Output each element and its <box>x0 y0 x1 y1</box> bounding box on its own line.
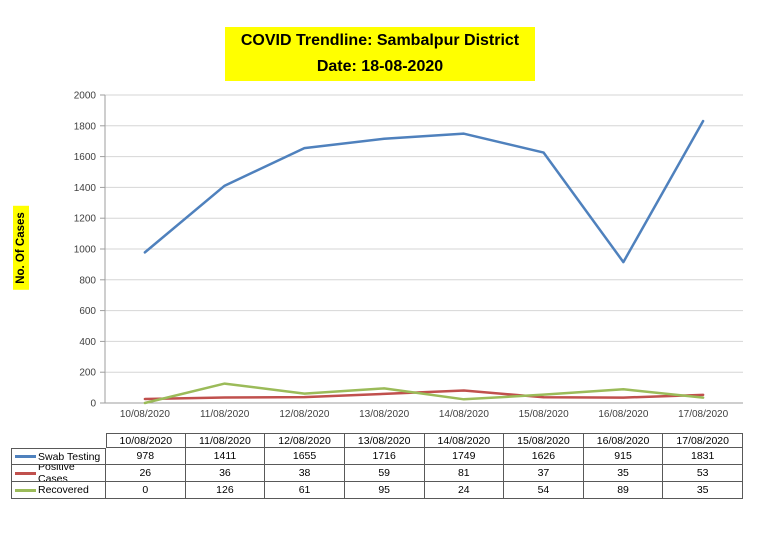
y-tick-label: 1600 <box>74 152 97 163</box>
table-value-cell: 37 <box>504 465 584 482</box>
table-value-cell: 1655 <box>265 448 345 465</box>
table-header-date-cell: 15/08/2020 <box>504 433 584 448</box>
table-value-cell: 95 <box>344 482 425 499</box>
x-tick-label: 13/08/2020 <box>359 409 409 420</box>
legend-label: Positive Cases <box>38 465 75 482</box>
chart-title-line1: COVID Trendline: Sambalpur District <box>240 32 520 49</box>
y-tick-label: 0 <box>90 399 96 410</box>
table-value-cell: 1749 <box>424 448 505 465</box>
y-tick-label: 200 <box>79 368 96 379</box>
table-header-date-cell: 16/08/2020 <box>583 433 664 448</box>
series-line-positive-cases <box>143 389 705 401</box>
table-value-cell: 35 <box>663 482 743 499</box>
x-tick-label: 11/08/2020 <box>200 409 250 420</box>
table-value-cell: 1716 <box>344 448 425 465</box>
table-value-cell: 89 <box>583 482 664 499</box>
table-header-date-cell: 11/08/2020 <box>185 433 266 448</box>
table-header-date-cell: 13/08/2020 <box>344 433 425 448</box>
table-value-cell: 53 <box>663 465 743 482</box>
x-tick-label: 12/08/2020 <box>279 409 329 420</box>
y-tick-label: 2000 <box>74 91 97 102</box>
y-tick-label: 400 <box>79 337 96 348</box>
table-value-cell: 35 <box>583 465 664 482</box>
y-tick-label: 600 <box>79 306 96 317</box>
table-header-date-cell: 10/08/2020 <box>106 433 186 448</box>
table-header-date-cell: 17/08/2020 <box>663 433 743 448</box>
table-value-cell: 36 <box>185 465 266 482</box>
table-value-cell: 1411 <box>185 448 266 465</box>
chart-data-table: 10/08/2020 11/08/2020 12/08/2020 13/08/2020… <box>11 433 743 499</box>
table-value-cell: 126 <box>185 482 266 499</box>
table-value-cell: 978 <box>106 448 186 465</box>
x-tick-label: 17/08/2020 <box>678 409 728 420</box>
x-tick-label: 15/08/2020 <box>519 409 569 420</box>
legend-label: Recovered <box>38 484 89 496</box>
legend-item-recovered: Recovered <box>11 482 106 499</box>
table-value-cell: 24 <box>424 482 505 499</box>
table-value-cell: 915 <box>583 448 664 465</box>
y-tick-label: 800 <box>79 275 96 286</box>
x-tick-label: 10/08/2020 <box>120 409 170 420</box>
table-value-cell: 1626 <box>504 448 584 465</box>
table-value-cell: 26 <box>106 465 186 482</box>
series-line-recovered <box>143 382 705 405</box>
legend-line-icon <box>15 471 36 475</box>
legend-item-swab-testing: Swab Testing <box>11 448 106 465</box>
legend-label: Swab Testing <box>38 450 101 463</box>
y-tick-label: 1400 <box>74 183 97 194</box>
y-tick-label: 1200 <box>74 214 97 225</box>
table-corner-cell <box>11 433 106 448</box>
table-value-cell: 38 <box>265 465 345 482</box>
series-line-swab-testing <box>143 119 705 264</box>
legend-line-icon <box>15 455 36 458</box>
table-header-date-cell: 14/08/2020 <box>424 433 505 448</box>
legend-line-icon <box>15 488 36 492</box>
table-value-cell: 0 <box>106 482 186 499</box>
table-value-cell: 61 <box>265 482 345 499</box>
x-tick-label: 14/08/2020 <box>439 409 489 420</box>
chart-title-line2: Date: 18-08-2020 <box>316 58 444 75</box>
y-tick-label: 1000 <box>74 245 97 256</box>
x-tick-label: 16/08/2020 <box>598 409 648 420</box>
chart-title-box: COVID Trendline: Sambalpur District Date… <box>225 27 535 81</box>
table-value-cell: 59 <box>344 465 425 482</box>
y-tick-label: 1800 <box>74 121 97 132</box>
legend-item-positive-cases: Positive Cases <box>11 465 106 482</box>
table-value-cell: 54 <box>504 482 584 499</box>
table-header-date-cell: 12/08/2020 <box>265 433 345 448</box>
table-value-cell: 1831 <box>663 448 743 465</box>
table-value-cell: 81 <box>424 465 505 482</box>
